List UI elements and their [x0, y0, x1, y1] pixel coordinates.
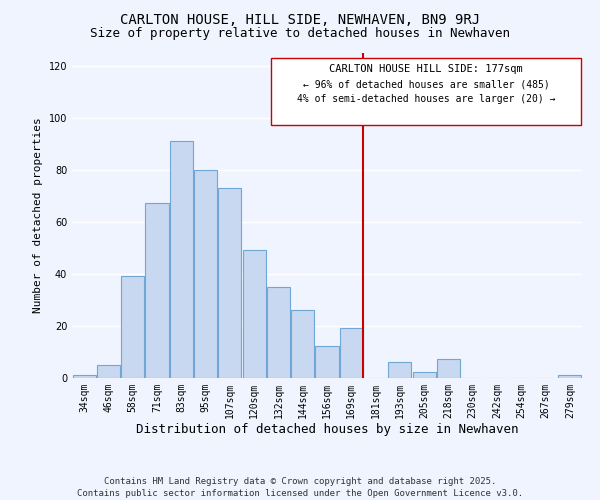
Bar [316, 346, 338, 378]
Bar [388, 362, 412, 378]
Bar [121, 276, 144, 378]
Bar [291, 310, 314, 378]
Text: ← 96% of detached houses are smaller (485): ← 96% of detached houses are smaller (48… [302, 80, 550, 90]
Text: 4% of semi-detached houses are larger (20) →: 4% of semi-detached houses are larger (2… [297, 94, 555, 104]
Bar [413, 372, 436, 378]
Bar [437, 360, 460, 378]
Text: CARLTON HOUSE HILL SIDE: 177sqm: CARLTON HOUSE HILL SIDE: 177sqm [329, 64, 523, 74]
Text: Contains public sector information licensed under the Open Government Licence v3: Contains public sector information licen… [77, 488, 523, 498]
Y-axis label: Number of detached properties: Number of detached properties [33, 117, 43, 313]
Bar [97, 364, 120, 378]
Bar [170, 141, 193, 378]
Text: Size of property relative to detached houses in Newhaven: Size of property relative to detached ho… [90, 28, 510, 40]
Bar [340, 328, 363, 378]
Bar [267, 286, 290, 378]
Bar [559, 375, 581, 378]
Text: CARLTON HOUSE, HILL SIDE, NEWHAVEN, BN9 9RJ: CARLTON HOUSE, HILL SIDE, NEWHAVEN, BN9 … [120, 12, 480, 26]
X-axis label: Distribution of detached houses by size in Newhaven: Distribution of detached houses by size … [136, 423, 518, 436]
Bar [145, 204, 169, 378]
Bar [194, 170, 217, 378]
Text: Contains HM Land Registry data © Crown copyright and database right 2025.: Contains HM Land Registry data © Crown c… [104, 477, 496, 486]
FancyBboxPatch shape [271, 58, 581, 126]
Bar [73, 375, 95, 378]
Bar [242, 250, 266, 378]
Bar [218, 188, 241, 378]
